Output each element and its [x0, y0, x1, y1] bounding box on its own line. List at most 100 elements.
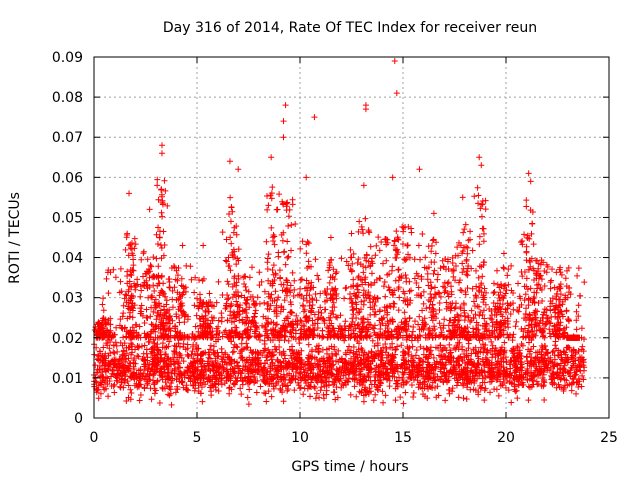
data-point [360, 359, 367, 366]
data-point [266, 371, 273, 378]
data-point [376, 369, 383, 376]
data-point [431, 284, 438, 291]
data-point [408, 382, 415, 389]
data-point [512, 373, 519, 380]
data-point [483, 349, 490, 356]
data-point [119, 369, 126, 376]
data-point [575, 302, 582, 309]
data-point [573, 390, 580, 397]
data-point [503, 359, 510, 366]
data-point [209, 382, 216, 389]
data-point [171, 370, 178, 377]
data-point [300, 366, 307, 373]
data-point [314, 272, 321, 279]
data-point [500, 348, 507, 355]
data-point [437, 342, 444, 349]
data-point [576, 292, 583, 299]
data-point [311, 354, 318, 361]
data-point [567, 291, 574, 298]
data-point [554, 374, 561, 381]
data-point [164, 372, 171, 379]
data-point [148, 396, 155, 403]
data-point [310, 374, 317, 381]
data-point [519, 238, 526, 245]
data-point [121, 369, 128, 376]
data-point [383, 345, 390, 352]
data-point [380, 399, 387, 406]
data-point [320, 395, 327, 402]
data-point [357, 372, 364, 378]
data-point [367, 369, 374, 376]
data-point [224, 278, 231, 285]
data-point [449, 369, 456, 376]
data-point [362, 391, 369, 398]
data-point [397, 394, 404, 401]
data-point [323, 374, 330, 381]
data-point [266, 350, 273, 357]
data-point [510, 345, 517, 352]
data-point [530, 372, 537, 379]
data-point [342, 318, 349, 325]
data-point [415, 384, 422, 391]
data-point [572, 349, 579, 356]
data-point [252, 362, 259, 369]
data-point [457, 353, 464, 360]
data-point [478, 384, 485, 391]
data-point [563, 357, 570, 364]
data-point [553, 269, 560, 276]
data-point [98, 372, 105, 379]
data-point [340, 372, 347, 379]
data-point [329, 371, 336, 378]
data-point [230, 380, 237, 387]
data-point [432, 365, 439, 372]
data-point [441, 316, 448, 323]
data-point [128, 284, 135, 291]
data-point [447, 350, 454, 357]
data-point [241, 281, 248, 288]
data-point [178, 378, 185, 385]
data-point [132, 241, 139, 248]
data-point [326, 356, 333, 363]
data-point [192, 323, 199, 330]
data-point [226, 384, 233, 391]
data-point [371, 311, 378, 318]
data-point [564, 382, 571, 389]
data-point [534, 381, 541, 388]
data-point [264, 206, 271, 213]
data-point [416, 313, 423, 320]
data-point [309, 302, 316, 309]
data-point [371, 343, 378, 350]
data-point [320, 363, 327, 370]
data-point [380, 283, 387, 290]
data-point [241, 273, 248, 280]
data-point [514, 343, 521, 350]
data-point [481, 259, 488, 266]
data-point [531, 360, 538, 367]
data-point [141, 320, 148, 327]
data-point [482, 197, 489, 204]
data-point [410, 393, 417, 400]
data-point [296, 351, 303, 358]
data-point [424, 366, 431, 373]
data-point [494, 358, 501, 365]
data-point [379, 388, 386, 395]
data-point [535, 359, 542, 366]
data-point [573, 326, 580, 333]
data-point [297, 356, 304, 363]
data-point [97, 373, 104, 380]
data-point [166, 284, 173, 291]
data-point [360, 352, 367, 359]
data-point [118, 379, 125, 386]
data-point [368, 348, 375, 355]
data-point [523, 197, 530, 204]
data-point [147, 262, 154, 269]
data-point [326, 345, 333, 352]
data-point [255, 366, 262, 373]
data-point [376, 247, 383, 254]
data-point [197, 390, 204, 397]
data-point [204, 378, 211, 385]
data-point [266, 349, 273, 356]
data-point [245, 288, 252, 295]
data-point [575, 348, 582, 355]
data-point [344, 378, 351, 385]
